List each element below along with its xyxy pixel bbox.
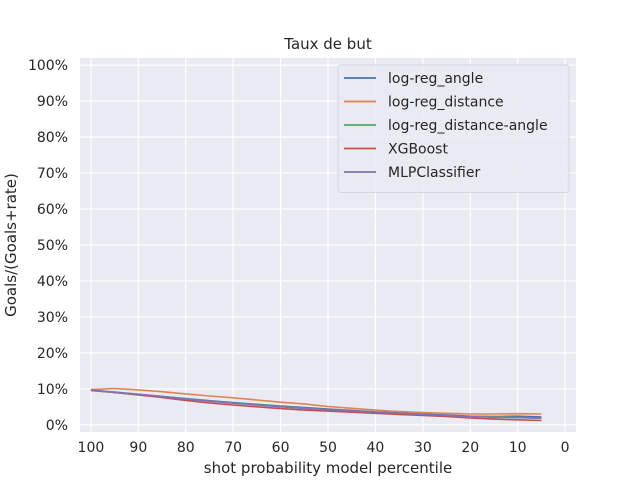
x-tick-label: 0 <box>561 440 570 456</box>
x-tick-label: 70 <box>224 440 242 456</box>
x-tick-label: 80 <box>177 440 195 456</box>
series-lines <box>90 387 542 422</box>
x-tick-label: 30 <box>414 440 432 456</box>
chart-title: Taux de but <box>283 35 372 53</box>
legend-label: XGBoost <box>388 142 448 158</box>
y-tick-label: 80% <box>37 130 68 146</box>
x-axis-label: shot probability model percentile <box>204 459 452 477</box>
x-tick-label: 20 <box>461 440 479 456</box>
grid <box>80 58 576 432</box>
legend-box <box>337 64 570 193</box>
y-tick-label: 10% <box>37 382 68 398</box>
x-tick-label: 10 <box>509 440 527 456</box>
y-axis-label: Goals/(Goals+rate) <box>2 173 20 317</box>
y-tick-label: 30% <box>37 310 68 326</box>
x-tick-label: 50 <box>319 440 337 456</box>
series-line-XGBoost <box>90 389 542 422</box>
legend-label: log-reg_distance-angle <box>388 118 548 134</box>
legend-label: log-reg_angle <box>388 71 483 87</box>
y-tick-label: 70% <box>37 166 68 182</box>
y-tick-label: 0% <box>46 418 68 434</box>
y-tick-label: 60% <box>37 202 68 218</box>
y-tick-label: 90% <box>37 94 68 110</box>
y-tick-label: 40% <box>37 274 68 290</box>
series-line-log-reg_distance <box>90 387 542 415</box>
series-line-MLPClassifier <box>90 389 542 420</box>
x-tick-label: 40 <box>367 440 385 456</box>
legend-label: log-reg_distance <box>388 95 504 111</box>
x-tick-label: 100 <box>78 440 105 456</box>
x-tick-label: 60 <box>272 440 290 456</box>
legend-label: MLPClassifier <box>388 165 480 181</box>
y-tick-label: 50% <box>37 238 68 254</box>
legend: log-reg_angle log-reg_distance log-reg_dis… <box>337 64 570 193</box>
y-tick-label: 20% <box>37 346 68 362</box>
x-tick-label: 90 <box>129 440 147 456</box>
tick-labels: 100 90 80 70 60 50 40 30 20 10 00%10%20%30%40%50%6… <box>28 58 570 456</box>
y-tick-label: 100% <box>28 58 68 74</box>
